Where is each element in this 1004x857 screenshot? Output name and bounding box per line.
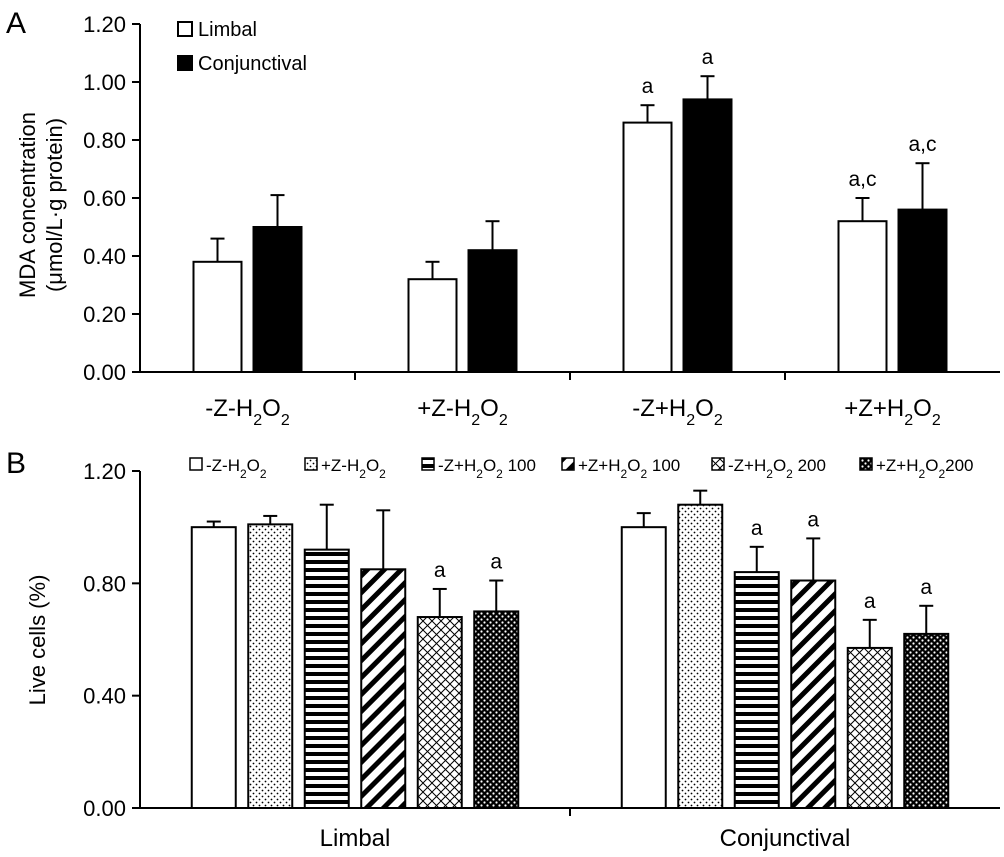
legend-label-limbal: Limbal [198,19,257,41]
panel-b-significance-label: a [864,590,876,613]
panel-a-bar-conjunctival [682,98,733,374]
panel-b-y-tick-label: 0.00 [83,796,126,821]
panel-a-y-tick-label: 0.00 [83,360,126,385]
panel-b: B Live cells (%) 0.00 0.40 0.80 1.20 Limbal C… [6,447,1000,852]
panel-a-y-tick-label: 0.20 [83,302,126,327]
panel-a: A MDA concentration (μmol/L·g protein) 0… [6,7,1000,429]
panel-b-legend-swatch [711,457,725,471]
panel-a-bar-limbal [407,278,458,374]
panel-b-significance-label: a [920,576,932,599]
panel-b-legend-label: -Z-H2O2 [206,456,267,481]
legend-label-conjunctival: Conjunctival [198,53,307,75]
panel-a-bar-conjunctival [252,226,303,373]
panel-b-legend-swatch [189,457,203,471]
panel-a-category-label: -Z-H2O2 [205,395,290,429]
legend-swatch-conjunctival [177,55,193,71]
panel-a-significance-label: a,c [908,133,936,156]
panel-a-y-tick-label: 0.60 [83,186,126,211]
panel-b-legend-swatch [561,457,575,471]
panel-a-significance-label: a [642,75,654,98]
panel-b-legend-swatch [859,457,873,471]
panel-a-significance-label: a [702,46,714,69]
panel-a-category-label: -Z+H2O2 [632,395,723,429]
panel-a-bar-limbal [622,121,673,373]
panel-a-bar-conjunctival [467,249,518,373]
panel-a-y-axis-label-line2: (μmol/L·g protein) [42,118,67,292]
panel-a-y-axis-label-line1: MDA concentration [15,112,40,298]
panel-b-legend-label: +Z+H2O2200 [876,456,974,481]
panel-b-significance-label: a [751,517,763,540]
panel-b-legend-swatch [304,457,318,471]
panel-a-significance-label: a,c [848,168,876,191]
panel-b-bar [190,526,237,810]
panel-b-bar [903,632,950,810]
panel-b-significance-label: a [434,559,446,582]
panel-b-legend-swatch [421,457,435,471]
panel-a-y-tick-label: 1.20 [83,12,126,37]
panel-b-bar [247,523,294,809]
panel-b-legend-label: +Z+H2O2 100 [578,456,680,481]
panel-b-legend-label: +Z-H2O2 [321,456,386,481]
panel-b-bar [733,571,780,809]
panel-a-bar-limbal [837,220,888,373]
legend-swatch-limbal [177,21,193,37]
panel-b-bar [620,526,667,810]
panel-a-bar-limbal [192,260,243,373]
panel-a-y-tick-label: 1.00 [83,70,126,95]
panel-b-y-tick-label: 0.80 [83,571,126,596]
panel-b-significance-label: a [490,551,502,574]
panel-a-letter: A [6,7,26,40]
panel-a-y-tick-label: 0.80 [83,128,126,153]
panel-b-bar [303,548,350,810]
panel-b-significance-label: a [807,508,819,531]
panel-b-category-label: Limbal [320,825,391,852]
panel-b-y-tick-label: 1.20 [83,459,126,484]
panel-b-category-label: Conjunctival [720,825,851,852]
panel-b-y-tick-label: 0.40 [83,684,126,709]
panel-b-legend-label: -Z+H2O2 200 [728,456,826,481]
panel-b-bar [790,579,837,810]
panel-b-bar [473,610,520,810]
panel-b-legend-label: -Z+H2O2 100 [438,456,536,481]
panel-a-category-label: +Z+H2O2 [844,395,941,429]
panel-a-y-tick-label: 0.40 [83,244,126,269]
panel-b-bar [416,616,463,809]
panel-a-category-label: +Z-H2O2 [417,395,508,429]
panel-b-y-axis-label: Live cells (%) [25,575,50,706]
panel-b-bar [360,568,407,810]
panel-b-bar [846,646,893,809]
panel-a-bar-conjunctival [897,208,948,373]
panel-b-bar [677,503,724,809]
panel-b-letter: B [6,447,26,480]
